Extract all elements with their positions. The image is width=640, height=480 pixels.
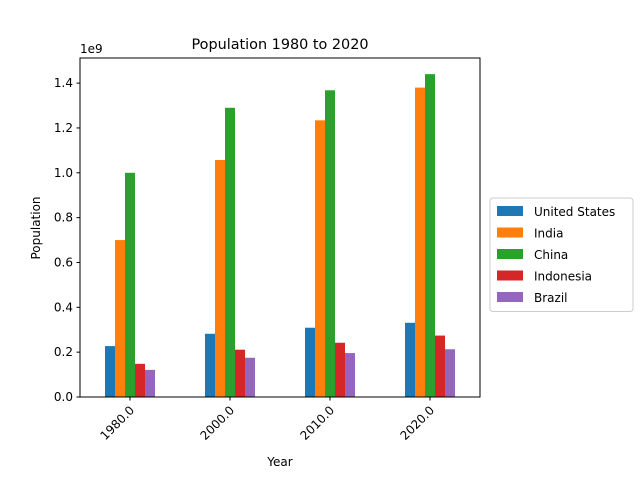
bar-united-states-0 xyxy=(105,346,115,397)
bar-united-states-1 xyxy=(205,333,215,397)
legend-label: United States xyxy=(534,205,615,219)
y-axis-label: Population xyxy=(29,196,43,259)
legend-swatch xyxy=(497,270,523,281)
bar-india-3 xyxy=(415,87,425,397)
bar-brazil-1 xyxy=(245,357,255,397)
bar-india-1 xyxy=(215,160,225,397)
chart-title: Population 1980 to 2020 xyxy=(191,37,368,53)
y-tick-label: 0.8 xyxy=(54,211,73,225)
x-tick-label: 2020.0 xyxy=(398,403,438,443)
bar-united-states-3 xyxy=(405,322,415,397)
legend: United States India China Indonesia Brazil xyxy=(489,197,634,312)
x-tick-label: 1980.0 xyxy=(98,403,138,443)
bar-brazil-2 xyxy=(345,353,355,397)
legend-label: Brazil xyxy=(534,291,568,305)
y-offset-label: 1e9 xyxy=(80,42,103,56)
legend-swatch xyxy=(497,249,523,259)
bar-brazil-0 xyxy=(145,369,155,397)
y-tick-label: 0.2 xyxy=(54,345,73,359)
bar-brazil-3 xyxy=(445,349,455,397)
bar-indonesia-3 xyxy=(435,335,445,397)
y-tick-label: 1.2 xyxy=(54,121,73,135)
bar-indonesia-2 xyxy=(335,342,345,397)
y-tick-label: 0.6 xyxy=(54,255,73,269)
legend-label: Indonesia xyxy=(534,270,592,284)
x-tick-label: 2010.0 xyxy=(298,403,338,443)
y-tick-label: 0.4 xyxy=(54,300,73,314)
legend-swatch xyxy=(497,292,523,302)
plot-frame xyxy=(79,57,481,398)
x-axis-label: Year xyxy=(266,455,292,469)
legend-label: India xyxy=(534,227,563,241)
legend-box xyxy=(489,197,634,312)
bar-china-0 xyxy=(125,172,135,397)
bar-india-2 xyxy=(315,120,325,397)
bar-china-1 xyxy=(225,107,235,398)
legend-swatch xyxy=(497,227,523,238)
bar-china-3 xyxy=(425,74,435,398)
bar-indonesia-0 xyxy=(135,363,145,397)
y-tick-label: 1.4 xyxy=(54,76,73,90)
bar-indonesia-1 xyxy=(235,349,245,397)
legend-swatch xyxy=(497,206,523,216)
bar-china-2 xyxy=(325,90,335,398)
x-ticks-group: 1980.0 2000.0 2010.0 2020.0 xyxy=(98,397,438,443)
y-tick-label: 0.0 xyxy=(54,390,73,404)
bar-india-0 xyxy=(115,240,125,397)
bars-group xyxy=(105,74,455,398)
y-tick-label: 1.0 xyxy=(54,166,73,180)
bar-united-states-2 xyxy=(305,327,315,397)
y-ticks-group: 0.0 0.2 0.4 0.6 0.8 1.0 1.2 1.4 xyxy=(54,76,80,404)
x-tick-label: 2000.0 xyxy=(198,403,238,443)
legend-label: China xyxy=(534,248,568,262)
